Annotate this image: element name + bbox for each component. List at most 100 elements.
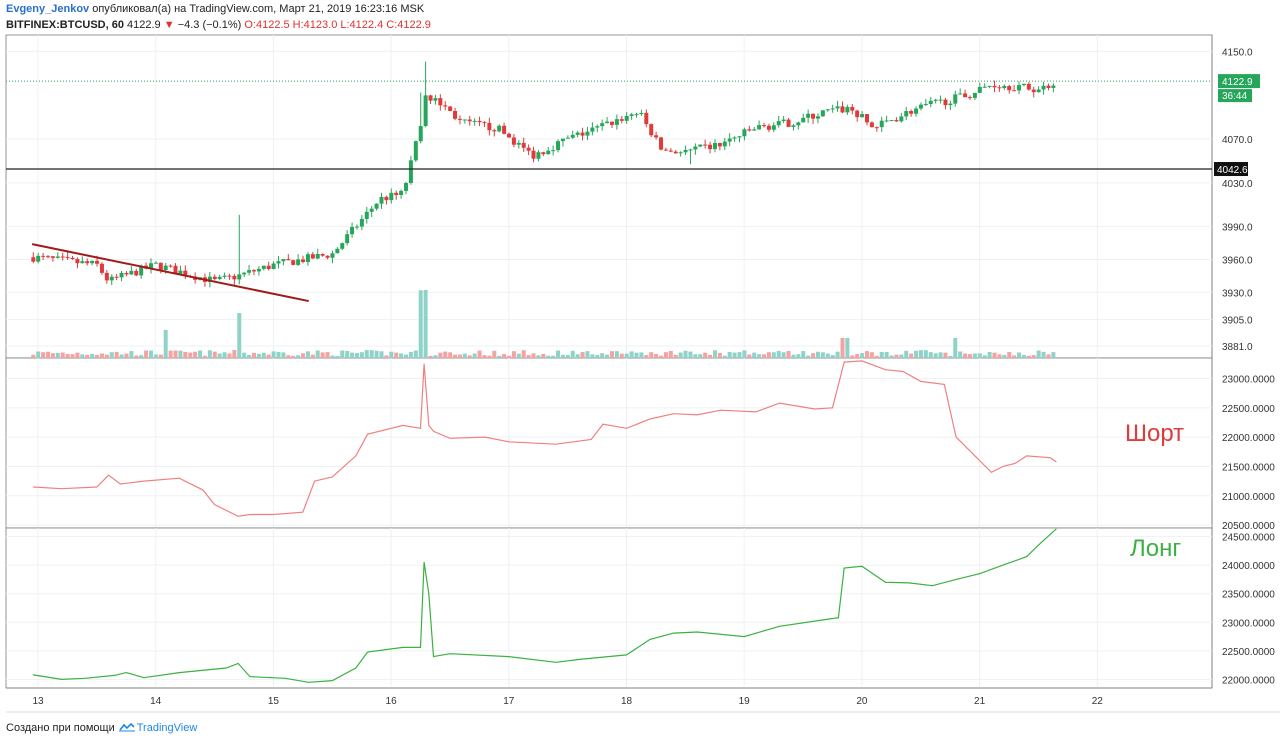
candle-body <box>894 120 899 122</box>
volume-bar <box>379 351 384 358</box>
volume-bar <box>188 352 193 358</box>
volume-bar <box>614 351 619 358</box>
short-point <box>955 436 957 438</box>
candle-body <box>619 119 624 121</box>
volume-bar <box>786 350 791 358</box>
volume-bar <box>850 355 855 358</box>
candle-body <box>678 152 683 154</box>
candle-body <box>477 120 482 123</box>
long-point <box>1026 556 1028 558</box>
volume-bar <box>840 338 845 358</box>
time-tick-label: 18 <box>621 696 633 707</box>
candle-body <box>99 263 104 273</box>
volume-bar <box>506 355 511 358</box>
volume-bar <box>869 352 874 358</box>
volume-bar <box>860 353 865 358</box>
volume-bar <box>95 355 100 358</box>
volume-bar <box>1036 350 1041 358</box>
long-point <box>284 677 286 679</box>
candle-body <box>820 110 825 117</box>
candle-body <box>708 144 713 150</box>
volume-bar <box>286 355 291 358</box>
candle-body <box>291 260 296 265</box>
candle-body <box>688 149 693 151</box>
volume-bar <box>467 355 472 358</box>
candle-body <box>958 93 963 95</box>
candle-body <box>698 144 703 147</box>
volume-bar <box>251 352 256 358</box>
candle-body <box>860 114 865 118</box>
candle-body <box>776 121 781 126</box>
long-point <box>225 667 227 669</box>
short-point <box>1055 461 1057 463</box>
volume-bar <box>50 353 55 358</box>
volume-bar <box>46 351 51 358</box>
volume-bar <box>732 352 737 358</box>
volume-bar <box>168 350 173 358</box>
volume-bar <box>982 355 987 358</box>
short-point <box>449 437 451 439</box>
short-point <box>178 477 180 479</box>
volume-bar <box>408 351 413 358</box>
volume-bar <box>404 354 409 358</box>
long-point <box>979 573 981 575</box>
short-tick-label: 22500.0000 <box>1222 404 1275 415</box>
volume-bar <box>737 352 742 358</box>
candle-body <box>590 127 595 132</box>
candle-body <box>232 275 237 280</box>
volume-bar <box>1017 352 1022 358</box>
candle-body <box>80 261 85 264</box>
long-tick-label: 22500.0000 <box>1222 647 1275 658</box>
volume-bar <box>237 313 242 358</box>
header-line-2: BITFINEX:BTCUSD, 60 4122.9 ▼ −4.3 (−0.1%… <box>6 19 431 31</box>
volume-bar <box>41 352 46 358</box>
author-link[interactable]: Evgeny_Jenkov <box>6 3 90 15</box>
candle-body <box>727 138 732 142</box>
candle-body <box>840 106 845 113</box>
time-tick-label: 14 <box>150 696 162 707</box>
candle-body <box>335 248 340 254</box>
long-point <box>367 651 369 653</box>
volume-bar <box>247 354 252 358</box>
candle-body <box>70 257 75 260</box>
candle-body <box>129 270 134 275</box>
candle-body <box>928 100 933 105</box>
long-point <box>884 581 886 583</box>
candle-body <box>261 265 266 269</box>
volume-bar <box>139 355 144 358</box>
volume-bar <box>796 354 801 358</box>
volume-bar <box>222 352 227 358</box>
volume-bar <box>340 350 345 358</box>
volume-bar <box>791 354 796 358</box>
short-point <box>861 360 863 362</box>
volume-bar <box>801 351 806 358</box>
short-point <box>720 409 722 411</box>
volume-bar <box>820 352 825 358</box>
candle-body <box>325 255 330 258</box>
long-point <box>1002 564 1004 566</box>
volume-bar <box>722 355 727 358</box>
short-point <box>202 489 204 491</box>
candle-body <box>987 85 992 87</box>
volume-bar <box>183 351 188 358</box>
price-tick-label: 4030.0 <box>1222 179 1253 190</box>
volume-bar <box>909 353 914 358</box>
candle-body <box>1017 85 1022 91</box>
candle-body <box>242 272 247 275</box>
candle-body <box>1002 86 1007 89</box>
tradingview-brand[interactable]: TradingView <box>136 722 198 734</box>
long-point <box>420 646 422 648</box>
candle-body <box>448 106 453 111</box>
candle-body <box>796 122 801 126</box>
volume-bar <box>433 355 438 358</box>
volume-bar <box>119 354 124 358</box>
candle-body <box>75 259 80 264</box>
time-tick-label: 21 <box>974 696 986 707</box>
candle-body <box>1031 89 1036 93</box>
volume-bar <box>207 350 212 358</box>
candle-body <box>762 125 767 127</box>
pane-1-frame <box>5 34 1213 359</box>
volume-bar <box>688 351 693 358</box>
volume-bar <box>747 354 752 358</box>
